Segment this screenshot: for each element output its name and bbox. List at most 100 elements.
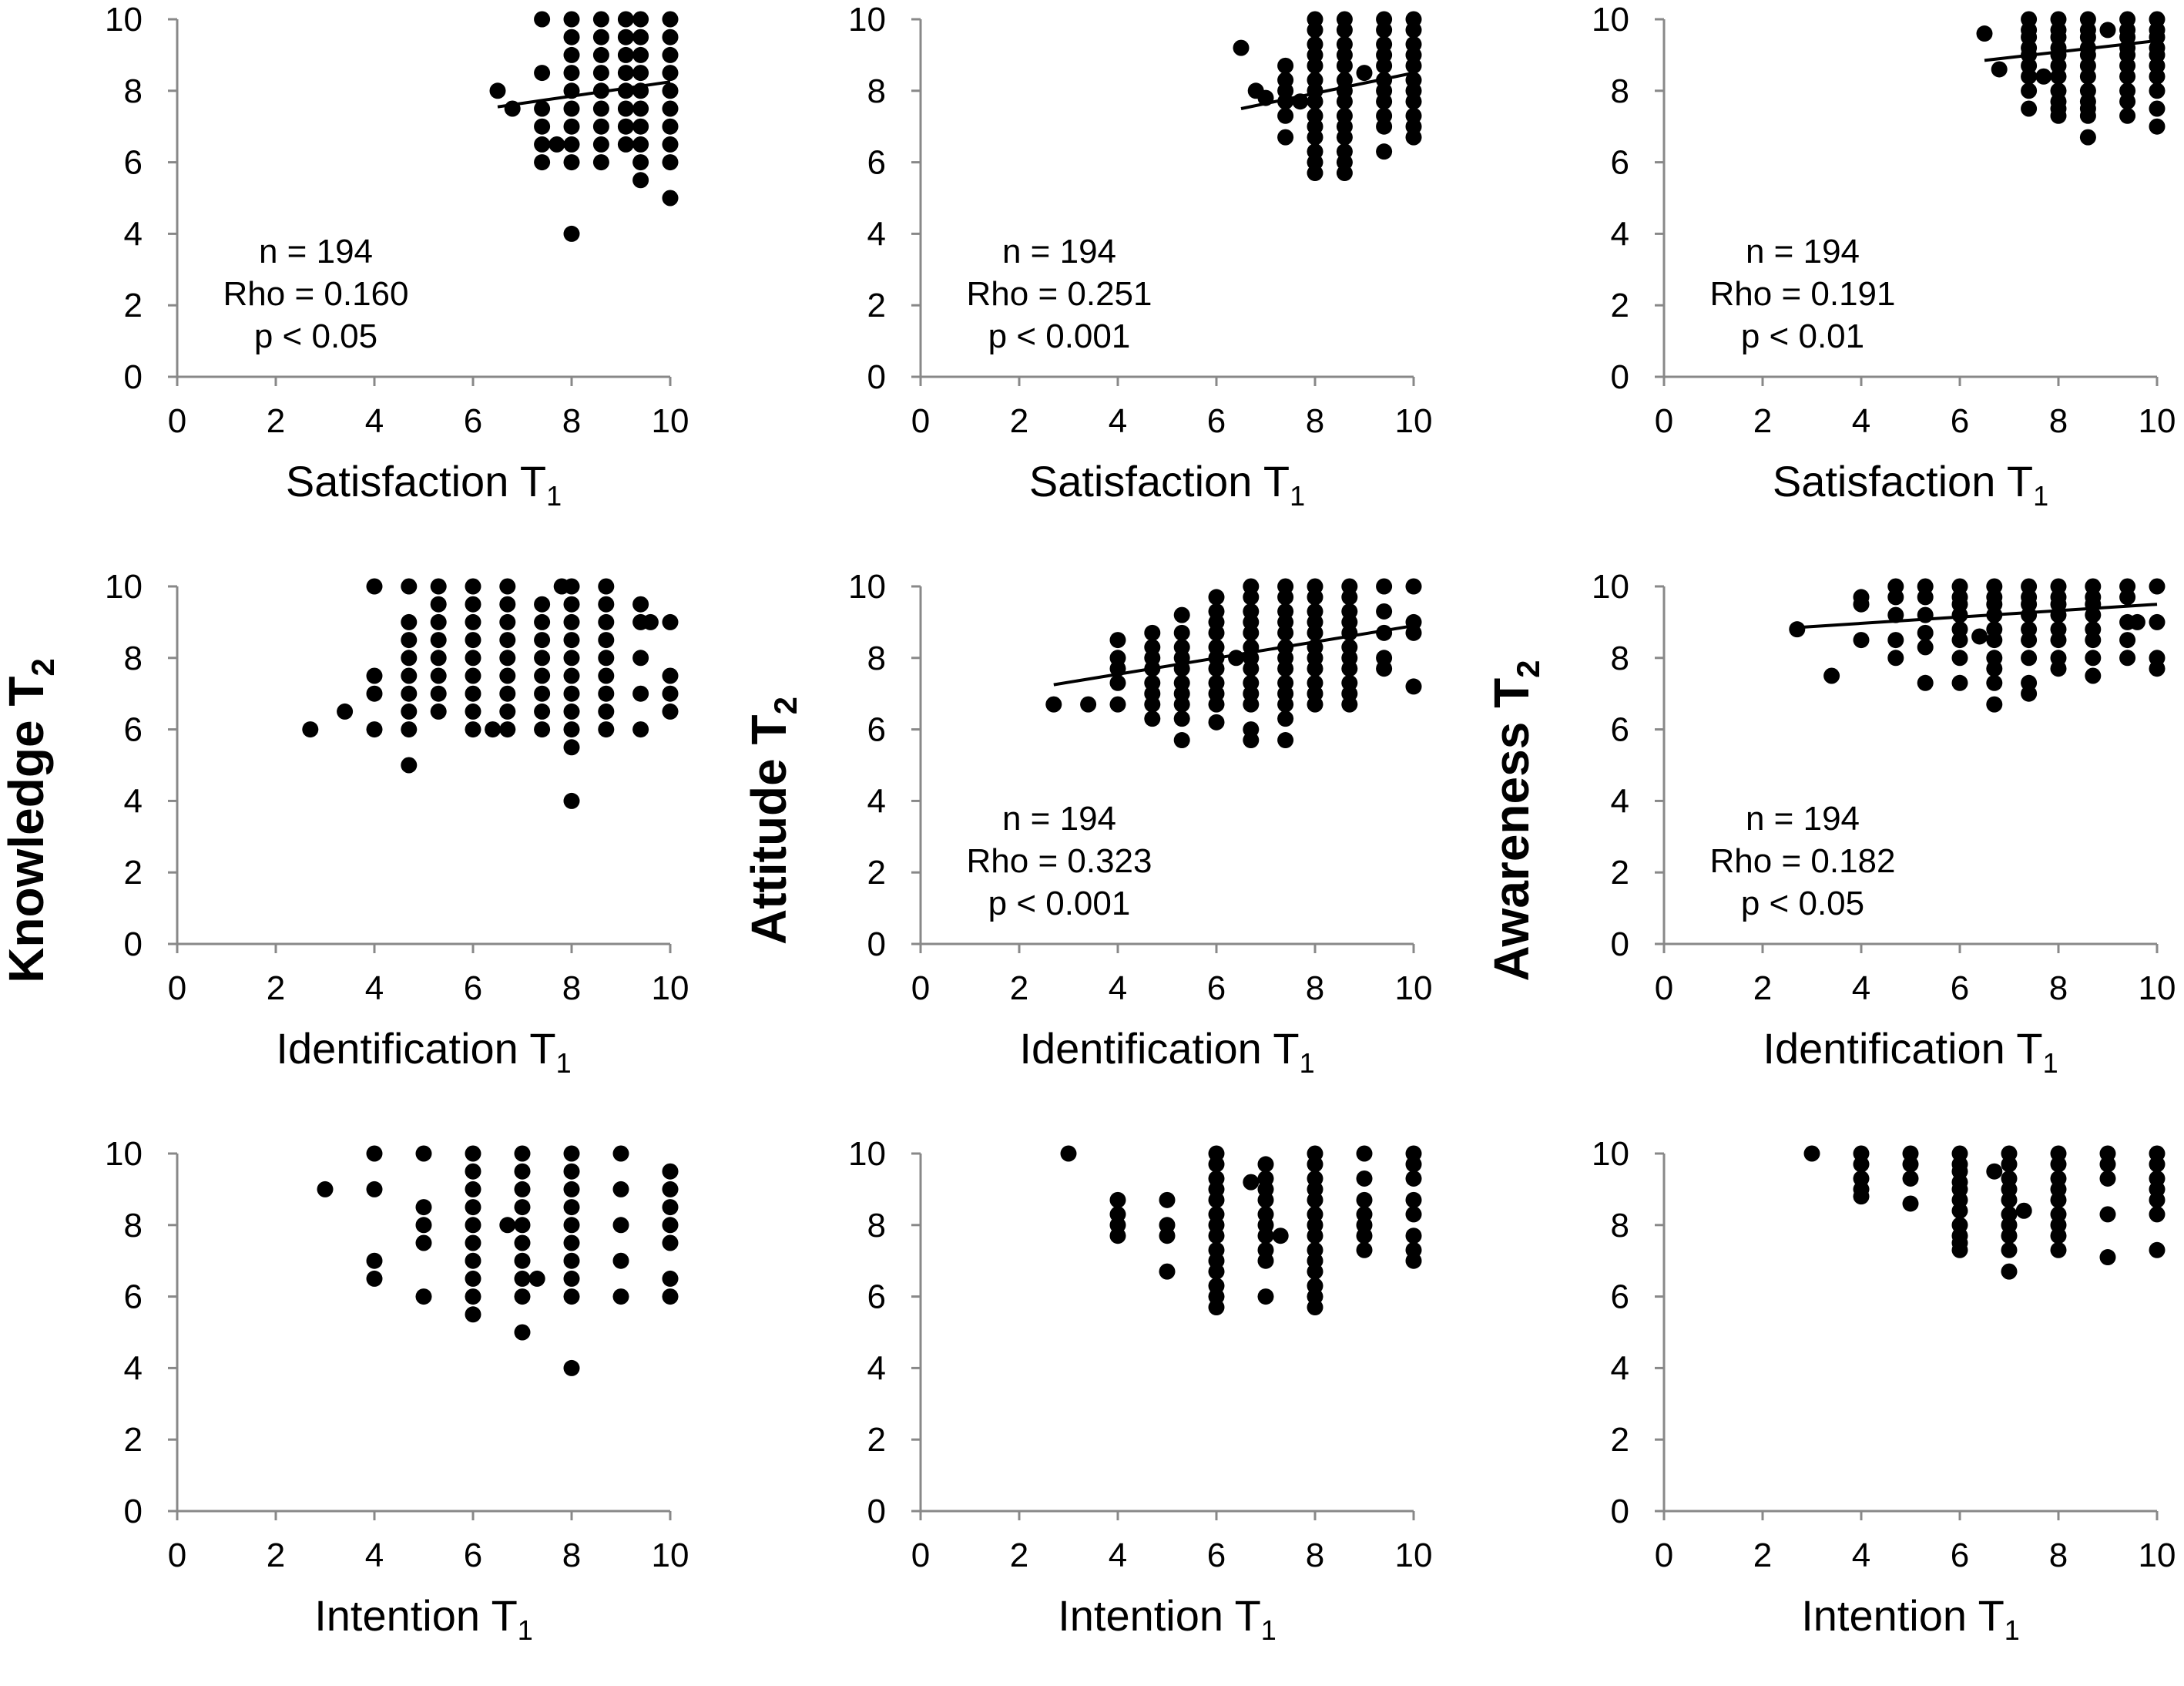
data-point — [465, 1288, 481, 1305]
data-point — [598, 613, 615, 630]
data-point — [1336, 57, 1353, 74]
y-tick-label: 2 — [124, 1421, 143, 1459]
y-tick-label: 8 — [867, 640, 886, 677]
data-point — [662, 154, 679, 171]
x-tick-label: 10 — [652, 402, 689, 440]
data-point — [514, 1199, 531, 1216]
data-point — [1307, 1156, 1323, 1173]
data-point — [1356, 65, 1373, 82]
data-point — [499, 632, 516, 649]
data-point — [1307, 696, 1323, 713]
stat-p: p < 0.05 — [254, 317, 377, 355]
data-point — [2119, 650, 2136, 667]
data-point — [1243, 589, 1260, 606]
data-point — [632, 65, 649, 82]
data-point — [563, 721, 580, 738]
x-tick-label: 6 — [464, 402, 482, 440]
data-point — [2021, 685, 2038, 702]
scatter-panel-6: 0 2 4 6 8 10 0 2 4 6 8 10 Identification T1 n = 194 Rh… — [1592, 568, 2176, 1079]
data-point — [514, 1217, 531, 1234]
stat-p: p < 0.01 — [1741, 317, 1864, 355]
y-tick-label: 0 — [124, 358, 143, 396]
data-point — [1173, 606, 1190, 623]
data-point — [2050, 1156, 2067, 1173]
data-point — [598, 632, 615, 649]
y-tick-label: 6 — [1611, 711, 1629, 749]
data-point — [598, 650, 615, 667]
data-point — [1307, 129, 1323, 146]
x-tick-label: 4 — [1852, 969, 1870, 1007]
data-point — [632, 100, 649, 117]
data-point — [563, 225, 580, 242]
y-tick-label: 10 — [1592, 1135, 1629, 1173]
data-point — [1951, 606, 1968, 623]
data-point — [2079, 129, 2096, 146]
data-point — [1336, 129, 1353, 146]
x-tick-label: 8 — [1306, 402, 1324, 440]
data-point — [528, 1270, 545, 1287]
data-point — [1277, 660, 1294, 677]
data-point — [1986, 660, 2003, 677]
data-point — [499, 650, 516, 667]
data-point — [592, 136, 609, 153]
y-tick-label: 6 — [1611, 1278, 1629, 1316]
data-point — [1159, 1263, 1176, 1280]
data-point — [415, 1199, 432, 1216]
data-point — [1853, 1156, 1870, 1173]
x-axis-title: Satisfaction T1 — [1773, 457, 2048, 512]
data-point — [1376, 118, 1393, 135]
data-point — [1277, 57, 1294, 74]
data-point — [1376, 57, 1393, 74]
stat-n: n = 194 — [259, 233, 373, 270]
data-point — [534, 11, 551, 28]
data-point — [1405, 1206, 1422, 1223]
data-point — [1986, 696, 2003, 713]
y-tick-label: 10 — [105, 1135, 143, 1173]
data-point — [1951, 650, 1968, 667]
x-axis-title: Intention T1 — [1058, 1591, 1277, 1646]
data-point — [2149, 82, 2166, 99]
y-tick-label: 10 — [848, 568, 886, 606]
data-point — [485, 721, 502, 738]
y-tick-label: 0 — [867, 1493, 886, 1530]
data-point — [430, 667, 447, 684]
data-point — [465, 596, 481, 613]
data-point — [1376, 578, 1393, 595]
data-point — [1803, 1145, 1820, 1162]
data-point — [2050, 632, 2067, 649]
scatter-panel-7: 0 2 4 6 8 10 0 2 4 6 8 10 Intention T1 — [105, 1135, 689, 1646]
data-point — [592, 118, 609, 135]
data-point — [1208, 624, 1225, 641]
data-point — [1208, 589, 1225, 606]
y-tick-label: 8 — [867, 1207, 886, 1244]
data-point — [592, 46, 609, 63]
y-tick-label: 0 — [867, 925, 886, 963]
data-point — [465, 650, 481, 667]
data-point — [465, 1163, 481, 1180]
data-point — [430, 650, 447, 667]
data-point — [1405, 1156, 1422, 1173]
data-point — [563, 46, 580, 63]
data-point — [401, 721, 418, 738]
y-tick-label: 4 — [124, 782, 143, 820]
data-point — [499, 667, 516, 684]
trend-line — [1053, 624, 1414, 687]
data-point — [563, 650, 580, 667]
x-tick-label: 6 — [464, 1537, 482, 1574]
x-tick-label: 6 — [1207, 402, 1226, 440]
data-point — [514, 1324, 531, 1341]
data-point — [2021, 632, 2038, 649]
y-tick-label: 8 — [1611, 72, 1629, 110]
data-point — [415, 1288, 432, 1305]
data-point — [2079, 68, 2096, 85]
data-point — [1233, 39, 1250, 56]
y-tick-label: 8 — [1611, 640, 1629, 677]
data-point — [514, 1270, 531, 1287]
x-tick-label: 6 — [464, 969, 482, 1007]
data-point — [2050, 68, 2067, 85]
data-point — [2149, 1156, 2166, 1173]
data-point — [1887, 589, 1904, 606]
data-point — [366, 1252, 383, 1269]
data-point — [563, 613, 580, 630]
x-axis-title: Intention T1 — [1801, 1591, 2020, 1646]
